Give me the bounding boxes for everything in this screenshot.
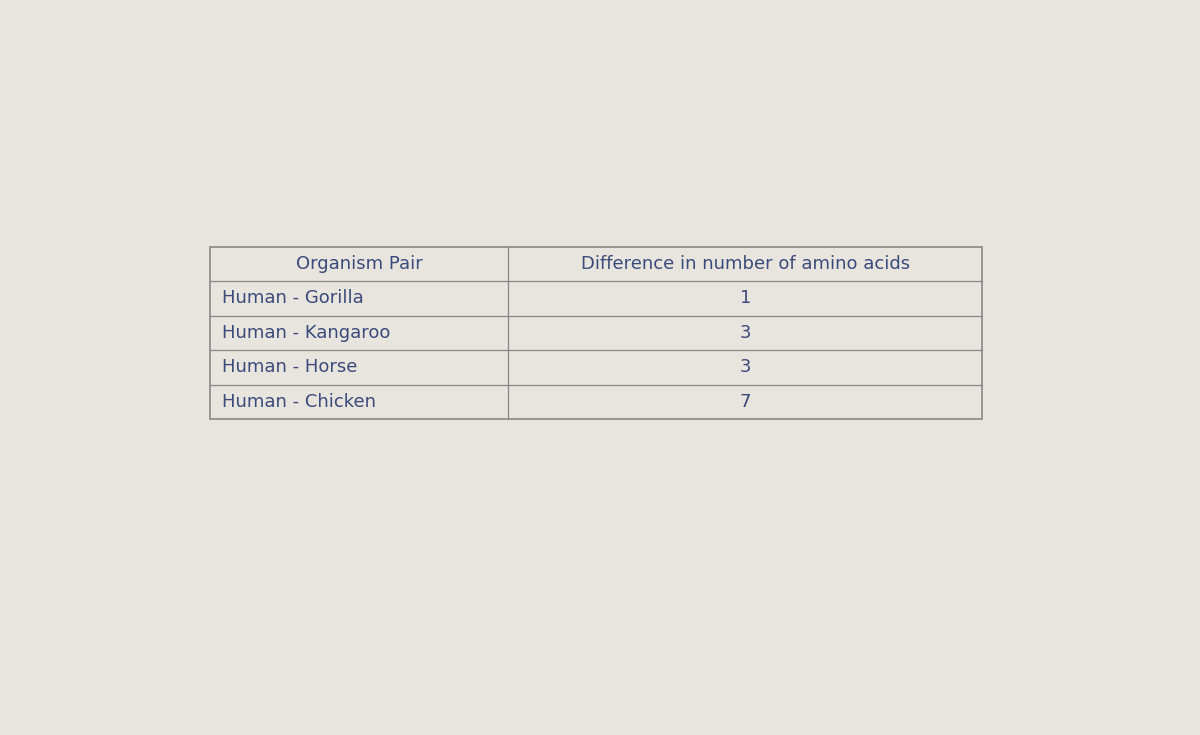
Text: Human - Horse: Human - Horse — [222, 359, 356, 376]
Text: 7: 7 — [739, 393, 751, 411]
Text: 3: 3 — [739, 324, 751, 342]
Text: 1: 1 — [739, 290, 751, 307]
Text: Human - Chicken: Human - Chicken — [222, 393, 376, 411]
Bar — [210, 247, 983, 419]
Text: 3: 3 — [739, 359, 751, 376]
Text: Difference in number of amino acids: Difference in number of amino acids — [581, 255, 910, 273]
Bar — [210, 247, 983, 419]
Text: Human - Gorilla: Human - Gorilla — [222, 290, 364, 307]
Text: Organism Pair: Organism Pair — [296, 255, 422, 273]
Text: Human - Kangaroo: Human - Kangaroo — [222, 324, 390, 342]
